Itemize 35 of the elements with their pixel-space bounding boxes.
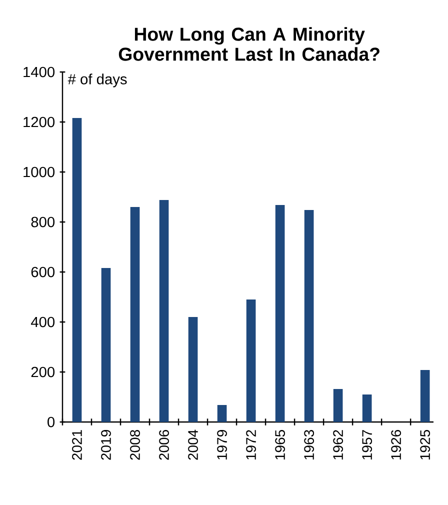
x-tick-label: 1965 bbox=[275, 430, 286, 460]
x-tick-label: 1925 bbox=[420, 430, 430, 460]
bar bbox=[101, 268, 111, 422]
x-tick-label: 2019 bbox=[101, 430, 111, 460]
chart-title: How Long Can A Minority Government Last In Canada? bbox=[118, 27, 380, 61]
x-tick-label: 2004 bbox=[188, 430, 198, 460]
x-tick-label: 2008 bbox=[130, 430, 140, 460]
bar bbox=[275, 205, 285, 422]
y-axis-title: # of days bbox=[68, 74, 127, 88]
y-tick-label: 1000 bbox=[24, 166, 55, 178]
x-tick-label: 1962 bbox=[333, 430, 344, 460]
bar bbox=[420, 370, 430, 422]
y-tick-label: 200 bbox=[31, 366, 55, 378]
x-tick-label: 1979 bbox=[217, 430, 227, 460]
bar bbox=[159, 200, 169, 422]
bar bbox=[188, 317, 198, 422]
y-tick-label: 400 bbox=[30, 316, 55, 328]
bar bbox=[130, 207, 140, 422]
y-tick-label: 1200 bbox=[24, 116, 55, 128]
bar bbox=[72, 118, 82, 422]
y-tick-label: 800 bbox=[31, 216, 55, 228]
x-tick-label: 2006 bbox=[159, 430, 169, 460]
y-tick-label: 600 bbox=[31, 266, 55, 278]
x-tick-label: 2021 bbox=[72, 430, 82, 460]
x-tick-label: 1926 bbox=[391, 430, 402, 460]
y-tick-label: 0 bbox=[48, 416, 55, 428]
bar bbox=[246, 300, 256, 422]
x-tick-label: 1972 bbox=[246, 430, 256, 460]
bar bbox=[362, 394, 372, 422]
bar bbox=[304, 210, 314, 422]
y-tick-label: 1400 bbox=[24, 66, 55, 78]
bar bbox=[217, 405, 227, 422]
x-tick-label: 1963 bbox=[304, 430, 314, 460]
bar bbox=[333, 389, 343, 422]
x-tick-label: 1957 bbox=[362, 430, 372, 460]
